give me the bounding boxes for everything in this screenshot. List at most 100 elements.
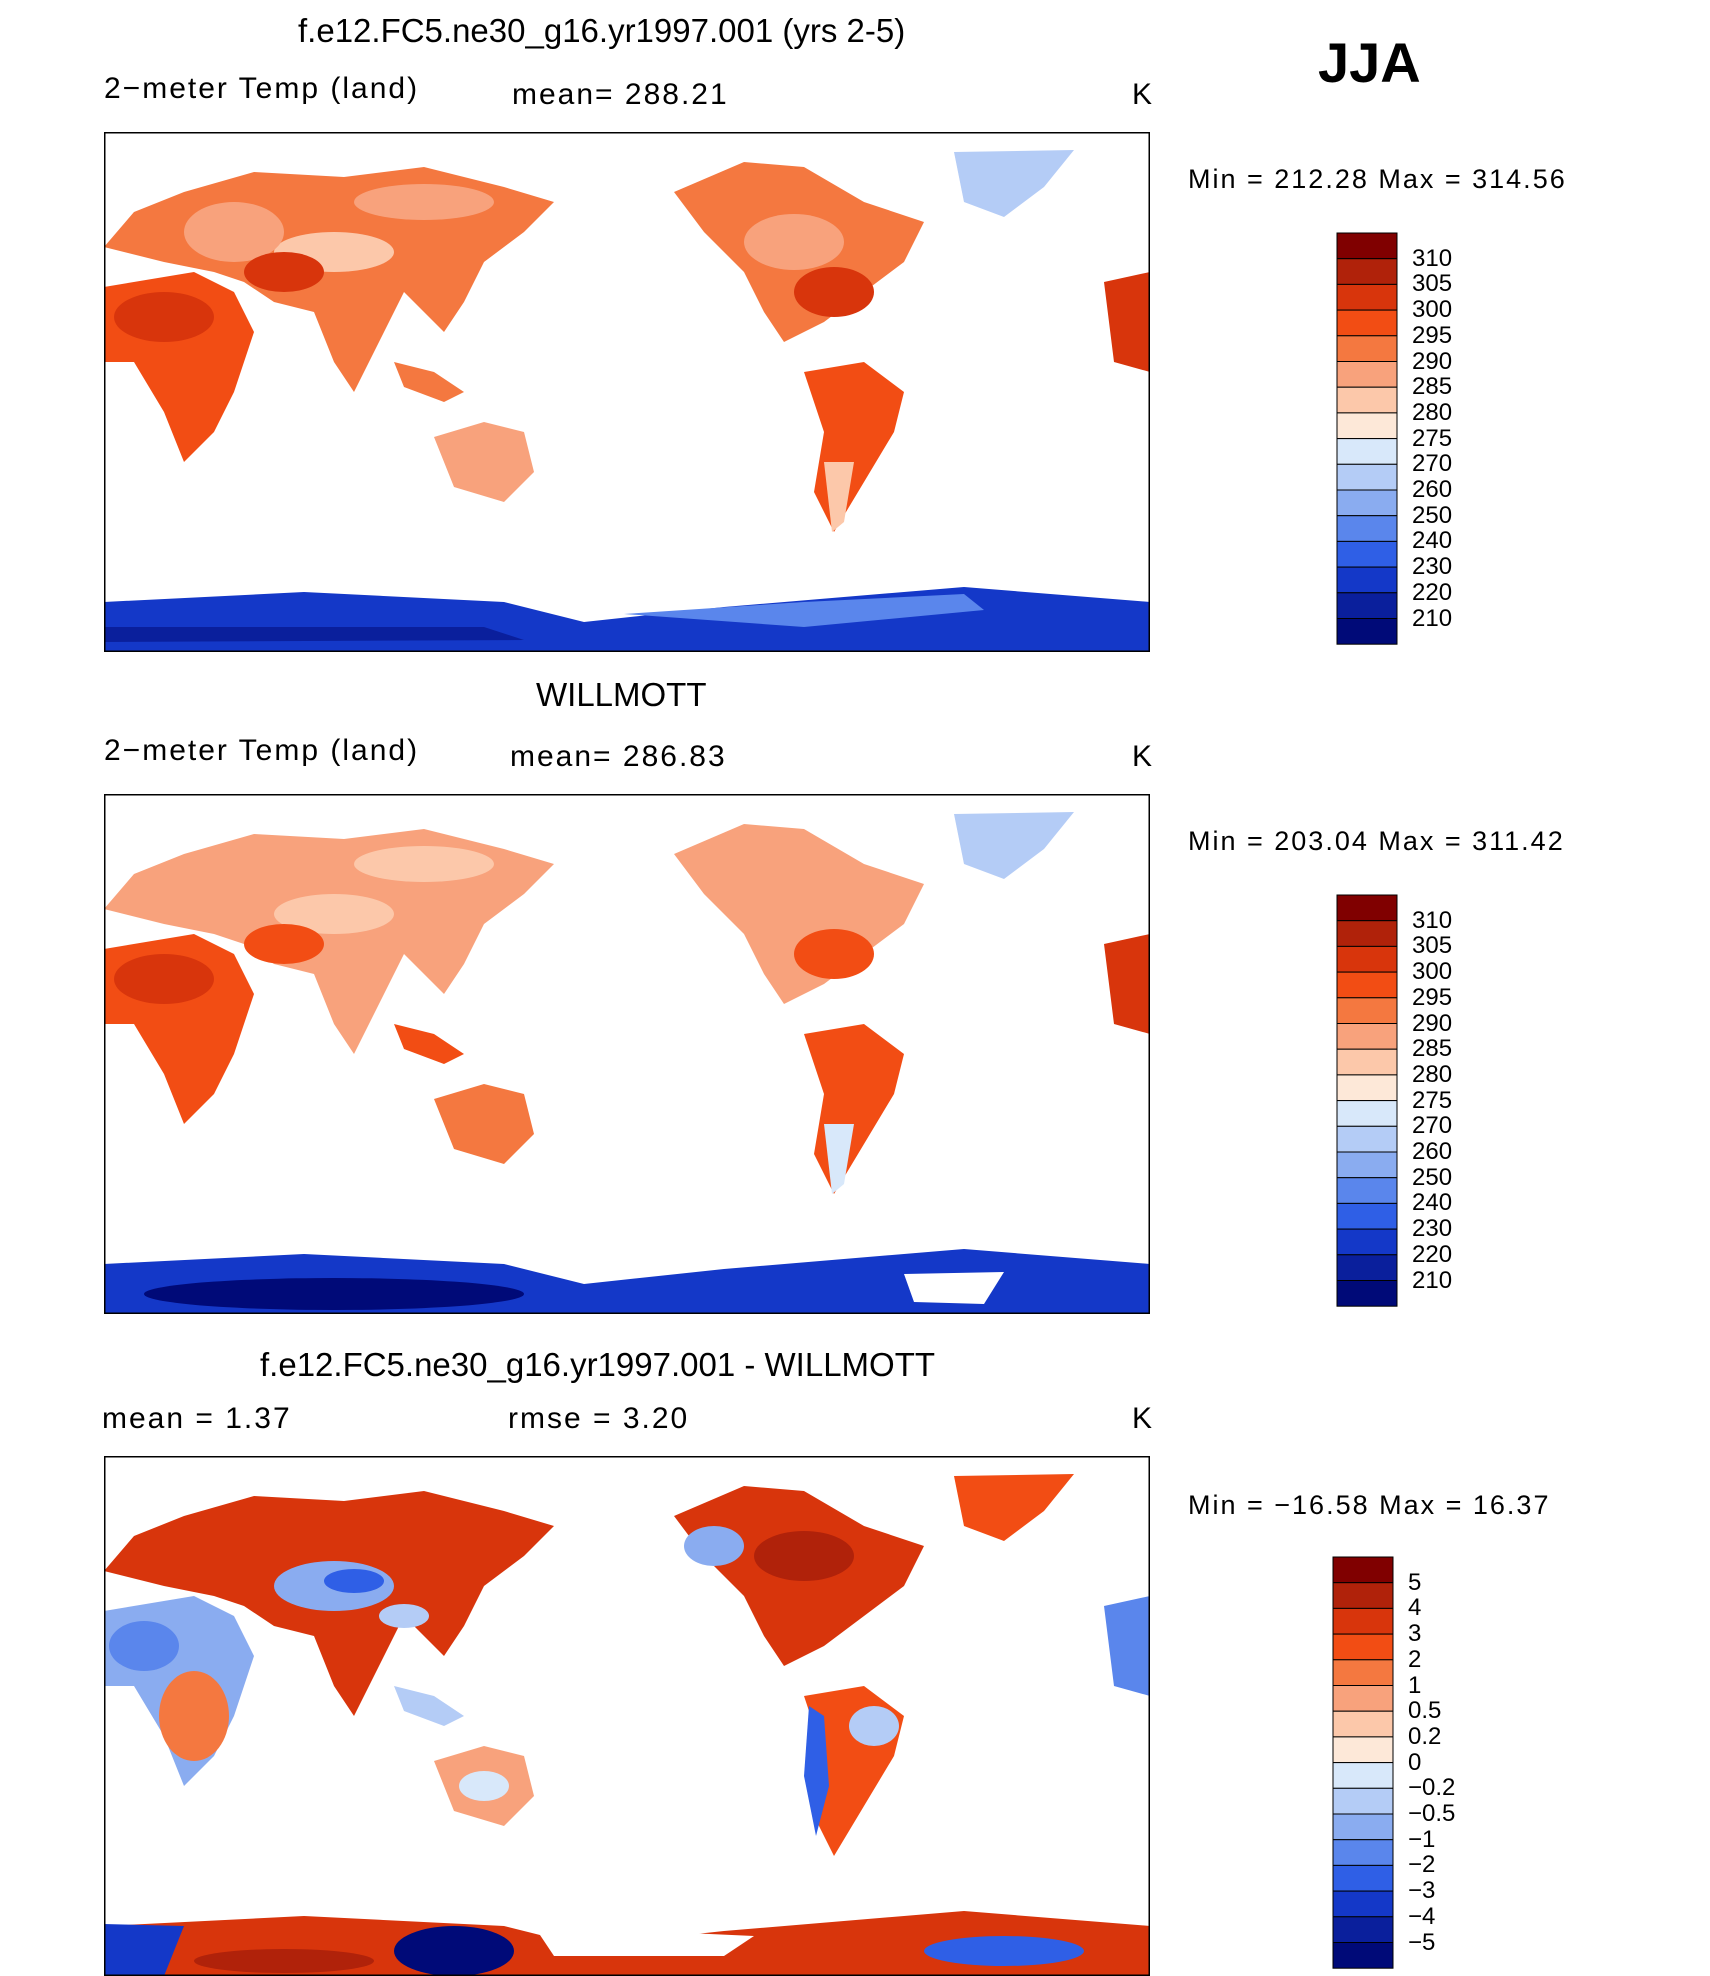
colorbar-label: −1 (1408, 1825, 1436, 1853)
colorbar-swatch (1336, 1177, 1398, 1204)
panel-1-units: K (1132, 78, 1155, 111)
colorbar-swatch (1336, 1280, 1398, 1307)
colorbar-swatch (1336, 894, 1398, 922)
colorbar-label: 230 (1412, 1215, 1453, 1243)
colorbar-label: 270 (1412, 450, 1453, 478)
colorbar-swatch (1336, 232, 1398, 260)
colorbar-label: 295 (1412, 321, 1453, 349)
panel-1-title: f.e12.FC5.ne30_g16.yr1997.001 (yrs 2-5) (298, 12, 906, 49)
panel-3-units: K (1132, 1402, 1155, 1435)
colorbar-swatch (1336, 1228, 1398, 1256)
panel-2-variable-label: 2−meter Temp (land) (104, 734, 420, 767)
colorbar-swatch (1336, 1074, 1398, 1102)
season-label: JJA (1318, 31, 1421, 94)
colorbar-label: 260 (1412, 476, 1453, 503)
colorbar-label: 290 (1412, 347, 1453, 375)
panel-3-minmax: Min = −16.58 Max = 16.37 (1188, 1490, 1551, 1520)
panel-3-title: f.e12.FC5.ne30_g16.yr1997.001 - WILLMOTT (260, 1346, 936, 1383)
colorbar-label: 280 (1412, 398, 1453, 426)
colorbar-label: 310 (1412, 244, 1453, 272)
panel-2-title: WILLMOTT (536, 676, 707, 713)
panel-3-map (104, 1456, 1150, 1976)
colorbar-swatch (1336, 1151, 1398, 1179)
colorbar-label: 210 (1412, 1266, 1453, 1294)
colorbar-swatch (1336, 489, 1398, 517)
colorbar-label: 280 (1412, 1060, 1453, 1088)
panel-3-rmse-label: rmse = 3.20 (508, 1402, 690, 1435)
colorbar-swatch (1332, 1864, 1394, 1892)
colorbar-label: 275 (1412, 1086, 1453, 1114)
panel-1-minmax: Min = 212.28 Max = 314.56 (1188, 164, 1567, 194)
colorbar-label: −0.5 (1408, 1800, 1456, 1827)
colorbar-label: 260 (1412, 1138, 1453, 1165)
colorbar-swatch (1336, 1202, 1398, 1230)
colorbar-swatch (1332, 1942, 1394, 1969)
colorbar-label: 290 (1412, 1009, 1453, 1037)
colorbar-swatch (1332, 1633, 1394, 1661)
colorbar-label: −0.2 (1408, 1774, 1456, 1802)
panel-1-map (104, 132, 1150, 652)
colorbar-label: 220 (1412, 1240, 1453, 1268)
colorbar-label: 270 (1412, 1112, 1453, 1140)
colorbar-label: 230 (1412, 553, 1453, 581)
colorbar-swatch (1336, 515, 1398, 542)
colorbar-swatch (1332, 1839, 1394, 1866)
colorbar-swatch (1336, 592, 1398, 619)
colorbar-swatch (1336, 361, 1398, 388)
colorbar-swatch (1332, 1582, 1394, 1609)
colorbar-swatch (1336, 971, 1398, 999)
panel-1-mean-label: mean= 288.21 (512, 78, 729, 111)
colorbar-swatch (1336, 438, 1398, 465)
colorbar-swatch (1336, 945, 1398, 973)
panel-3-mean-label: mean = 1.37 (102, 1402, 292, 1435)
colorbar-swatch (1336, 1254, 1398, 1281)
colorbar-swatch (1336, 463, 1398, 491)
colorbar-label: 300 (1412, 296, 1453, 324)
colorbar-swatch (1332, 1890, 1394, 1918)
colorbar-label: 3 (1408, 1620, 1422, 1648)
colorbar-label: 285 (1412, 1035, 1453, 1063)
colorbar-label: 0.5 (1408, 1697, 1442, 1725)
colorbar-label: −2 (1408, 1851, 1436, 1879)
colorbar-swatch (1336, 335, 1398, 363)
colorbar-label: 0 (1408, 1748, 1422, 1776)
panel-2-mean-label: mean= 286.83 (510, 740, 727, 773)
colorbar-swatch (1336, 540, 1398, 568)
panel-2-map (104, 794, 1150, 1314)
colorbar-swatch (1336, 283, 1398, 311)
colorbar-label: 4 (1408, 1594, 1422, 1622)
colorbar-swatch (1332, 1813, 1394, 1841)
colorbar-label: 2 (1408, 1645, 1422, 1673)
colorbar-label: 295 (1412, 983, 1453, 1011)
colorbar-label: 305 (1412, 932, 1453, 960)
colorbar-label: 240 (1412, 1189, 1453, 1217)
colorbar-swatch (1332, 1916, 1394, 1943)
colorbar-label: 250 (1412, 501, 1453, 529)
colorbar-swatch (1332, 1787, 1394, 1815)
colorbar-label: −3 (1408, 1877, 1436, 1905)
colorbar-swatch (1336, 412, 1398, 440)
colorbar-swatch (1332, 1762, 1394, 1789)
colorbar-label: 210 (1412, 604, 1453, 632)
colorbar-label: 1 (1408, 1671, 1422, 1699)
colorbar-label: 310 (1412, 906, 1453, 934)
colorbar-swatch (1332, 1659, 1394, 1687)
colorbar-swatch (1336, 566, 1398, 594)
colorbar-label: −4 (1408, 1902, 1436, 1930)
colorbar-swatch (1332, 1607, 1394, 1635)
colorbar-label: 5 (1408, 1568, 1422, 1596)
colorbar-label: 285 (1412, 373, 1453, 401)
colorbar-swatch (1336, 1125, 1398, 1153)
colorbar-swatch (1336, 1100, 1398, 1127)
colorbar-swatch (1336, 1048, 1398, 1076)
colorbar-swatch (1332, 1556, 1394, 1584)
colorbar-swatch (1332, 1685, 1394, 1712)
colorbar-label: 275 (1412, 424, 1453, 452)
panel-2-units: K (1132, 740, 1155, 773)
colorbar-swatch (1332, 1736, 1394, 1764)
panel-2-minmax: Min = 203.04 Max = 311.42 (1188, 826, 1565, 856)
colorbar-swatch (1336, 1023, 1398, 1050)
colorbar-label: 220 (1412, 578, 1453, 606)
colorbar-label: 300 (1412, 958, 1453, 986)
colorbar-swatch (1336, 309, 1398, 337)
